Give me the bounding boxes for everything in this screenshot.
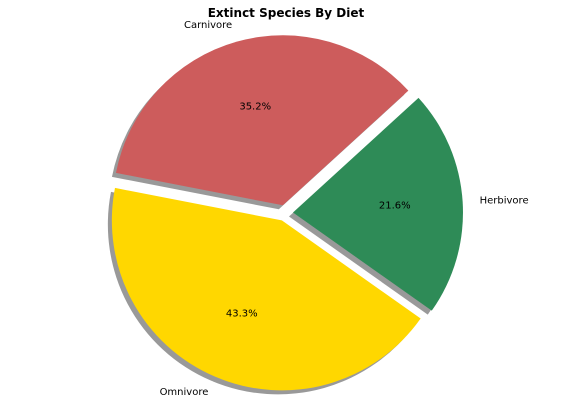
slice-omnivore — [111, 187, 421, 391]
percent-label-omnivore: 43.3% — [226, 309, 258, 320]
category-label-carnivore: Carnivore — [184, 20, 232, 31]
pie-slices — [111, 35, 463, 391]
percent-labels: 43.3% 21.6% 35.2% — [226, 102, 411, 320]
category-labels: Omnivore Herbivore Carnivore — [160, 20, 529, 398]
slice-carnivore — [115, 35, 409, 206]
category-label-omnivore: Omnivore — [160, 387, 209, 398]
chart-title: Extinct Species By Diet — [208, 6, 365, 20]
slice-herbivore — [292, 97, 463, 311]
percent-label-carnivore: 35.2% — [239, 102, 271, 113]
percent-label-herbivore: 21.6% — [379, 201, 411, 212]
category-label-herbivore: Herbivore — [480, 195, 529, 206]
